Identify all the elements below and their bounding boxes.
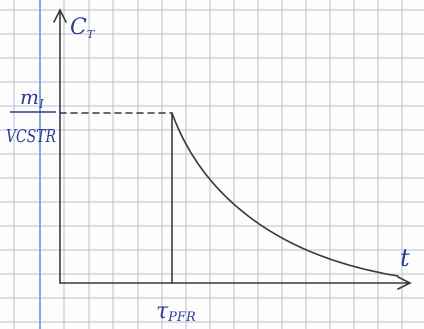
x-axis-label: t	[400, 244, 410, 272]
symbol: m	[20, 85, 39, 109]
subscript: I	[38, 97, 44, 111]
subscript: PFR	[167, 310, 196, 325]
symbol: C	[70, 15, 87, 40]
denominator: VCSTR	[6, 126, 56, 147]
symbol: τ	[156, 299, 169, 324]
sketch: CT t mI VCSTR τPFR	[0, 0, 424, 329]
